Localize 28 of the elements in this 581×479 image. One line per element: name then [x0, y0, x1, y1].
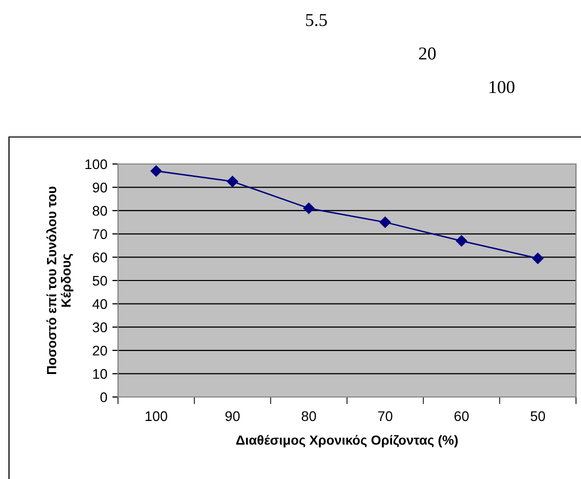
x-tick-label: 60 [454, 411, 469, 422]
text: 20 [419, 47, 436, 60]
point [226, 176, 238, 188]
y-tick-label: 80 [92, 206, 108, 216]
point [303, 202, 314, 214]
y-tick-label: 20 [92, 346, 108, 356]
point [150, 165, 162, 177]
x-tick-label: 100 [146, 411, 168, 422]
y-tick-label: 100 [85, 159, 108, 170]
y-axis-title: Ποσοστό επί του Συνόλου του Κέρδους [46, 186, 74, 374]
x-axis-title: Διαθέσιμος Χρονικός Ορίζοντας (%) [236, 434, 458, 448]
point [532, 252, 544, 264]
y-tick-label: 90 [92, 182, 108, 192]
x-tick-label: 70 [378, 411, 392, 422]
y-tick-label: 10 [93, 369, 108, 379]
y-tick-label: 30 [92, 322, 108, 332]
text: 5.5 [306, 14, 327, 26]
text: 100 [490, 80, 514, 94]
y-tick-label: 70 [92, 229, 108, 240]
x-tick-label: 50 [530, 411, 546, 422]
point [456, 235, 468, 246]
y-tick-label: 60 [92, 252, 108, 262]
y-tick-label: 50 [92, 276, 108, 286]
y-tick-label: 0 [100, 392, 108, 402]
x-tick-label: 80 [302, 411, 316, 422]
x-tick-label: 90 [225, 411, 240, 422]
point [380, 216, 391, 228]
y-tick-label: 40 [92, 299, 108, 309]
